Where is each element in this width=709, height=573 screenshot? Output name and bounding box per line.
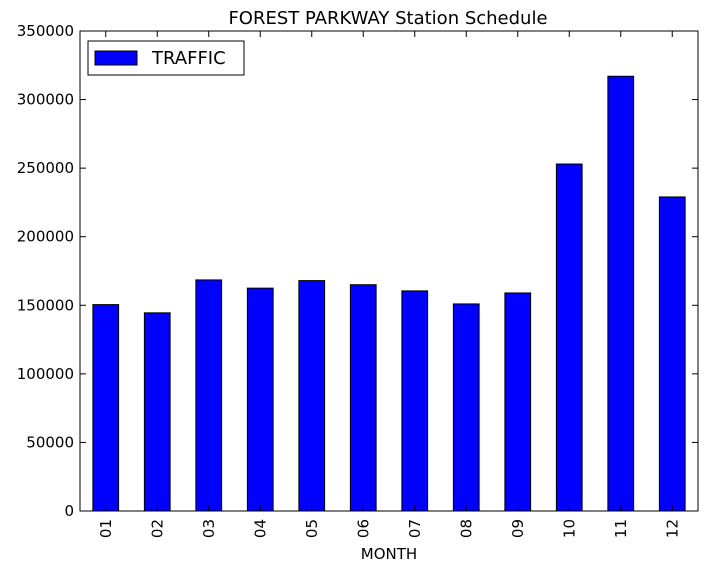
y-axis: 0 50000 100000 150000 200000 250000 300000 3500… bbox=[17, 22, 698, 520]
bar-05 bbox=[298, 280, 326, 512]
y-tick-label: 200000 bbox=[17, 228, 74, 246]
bar-02 bbox=[143, 312, 171, 512]
bar-03 bbox=[195, 279, 223, 512]
bar-09 bbox=[504, 292, 532, 512]
x-tick-label: 11 bbox=[612, 519, 630, 538]
bar-12 bbox=[658, 196, 686, 512]
legend-swatch bbox=[94, 50, 138, 66]
x-tick-label: 04 bbox=[251, 519, 269, 538]
bar-04 bbox=[246, 287, 274, 512]
x-axis: 01 02 03 04 05 06 07 08 09 10 11 12 bbox=[97, 31, 681, 538]
bar-07 bbox=[401, 290, 429, 512]
bar-11 bbox=[607, 75, 635, 512]
bar-01 bbox=[92, 304, 120, 512]
bar-06 bbox=[349, 284, 377, 512]
x-tick-label: 07 bbox=[406, 519, 424, 538]
y-tick-label: 250000 bbox=[17, 159, 74, 177]
y-tick-label: 100000 bbox=[17, 365, 74, 383]
x-axis-label: MONTH bbox=[361, 545, 417, 563]
legend: TRAFFIC bbox=[87, 40, 245, 76]
bar-08 bbox=[452, 303, 480, 512]
chart-title: FOREST PARKWAY Station Schedule bbox=[228, 8, 547, 29]
y-tick-label: 150000 bbox=[17, 296, 74, 314]
x-tick-label: 02 bbox=[148, 519, 166, 538]
x-tick-label: 06 bbox=[354, 519, 372, 538]
x-tick-label: 03 bbox=[200, 519, 218, 538]
plot-frame bbox=[79, 30, 699, 512]
x-tick-label: 09 bbox=[509, 519, 527, 538]
y-tick-label: 0 bbox=[64, 502, 74, 520]
bar-series bbox=[92, 75, 686, 512]
x-tick-label: 08 bbox=[457, 519, 475, 538]
x-tick-label: 10 bbox=[560, 519, 578, 538]
bar-10 bbox=[555, 163, 583, 512]
y-tick-label: 50000 bbox=[26, 433, 74, 451]
legend-label: TRAFFIC bbox=[151, 48, 226, 69]
y-tick-label: 300000 bbox=[17, 91, 74, 109]
x-tick-label: 12 bbox=[663, 519, 681, 538]
y-tick-label: 350000 bbox=[17, 22, 74, 40]
x-tick-label: 01 bbox=[97, 519, 115, 538]
x-tick-label: 05 bbox=[303, 519, 321, 538]
